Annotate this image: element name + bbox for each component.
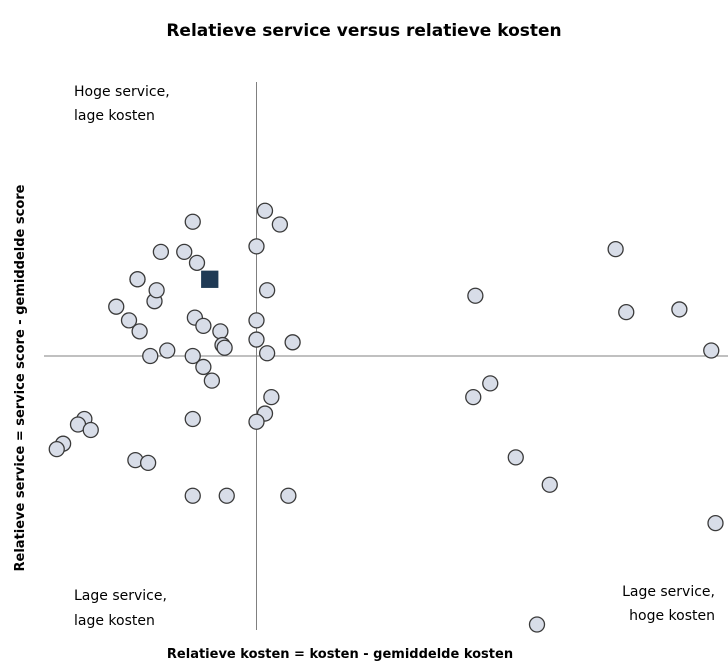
data-point-39 xyxy=(139,454,157,472)
data-point-22 xyxy=(142,347,159,365)
quadrant-label-bottom-left-line1: Lage service, xyxy=(74,588,167,604)
data-point-21 xyxy=(216,339,233,356)
data-point-48 xyxy=(541,476,558,493)
data-point-23 xyxy=(184,347,201,365)
highlight-point-0 xyxy=(201,270,219,288)
data-point-33 xyxy=(184,410,201,428)
y-axis-label: Relatieve service = service score - gemi… xyxy=(13,184,28,571)
data-point-40 xyxy=(467,287,484,304)
data-point-42 xyxy=(618,304,635,321)
data-point-3 xyxy=(152,243,170,261)
data-point-50 xyxy=(218,487,235,504)
data-point-47 xyxy=(507,449,524,466)
data-point-20 xyxy=(159,342,176,359)
data-point-18 xyxy=(131,323,148,340)
data-point-19 xyxy=(195,317,212,335)
data-point-6 xyxy=(248,238,265,255)
data-point-46 xyxy=(465,388,482,406)
quadrant-label-top-left-line2: lage kosten xyxy=(74,108,155,124)
data-point-26 xyxy=(195,358,212,376)
data-point-51 xyxy=(280,487,297,504)
quadrant-label-top-left-line1: Hoge service, xyxy=(74,84,170,100)
scatter-points xyxy=(48,202,724,633)
data-point-45 xyxy=(482,375,499,392)
data-point-35 xyxy=(248,413,265,430)
data-point-41 xyxy=(607,240,624,258)
data-point-8 xyxy=(129,271,146,288)
data-point-44 xyxy=(703,342,720,359)
data-point-53 xyxy=(528,616,546,633)
quadrant-label-bottom-left-line2: lage kosten xyxy=(74,613,155,629)
x-axis-label: Relatieve kosten = kosten - gemiddelde k… xyxy=(167,647,513,662)
data-point-15 xyxy=(212,323,229,340)
quadrant-label-bottom-right-line1: Lage service, xyxy=(622,584,715,600)
data-point-5 xyxy=(188,254,206,271)
data-point-32 xyxy=(82,421,99,439)
data-point-13 xyxy=(120,312,138,329)
data-point-9 xyxy=(258,282,276,299)
data-point-52 xyxy=(707,514,724,532)
data-point-27 xyxy=(284,334,301,351)
data-point-43 xyxy=(671,301,688,318)
data-point-12 xyxy=(108,298,125,315)
data-point-16 xyxy=(248,312,265,329)
data-point-24 xyxy=(248,331,265,348)
quadrant-label-bottom-right-line2: hoge kosten xyxy=(629,608,715,624)
data-point-28 xyxy=(203,372,221,389)
data-point-4 xyxy=(176,243,193,261)
data-point-49 xyxy=(184,487,201,504)
data-point-25 xyxy=(258,345,276,362)
data-point-11 xyxy=(148,282,165,299)
data-point-37 xyxy=(48,441,65,458)
data-point-1 xyxy=(271,216,289,233)
data-point-0 xyxy=(256,202,274,219)
chart-title: Relatieve service versus relatieve koste… xyxy=(166,21,561,41)
data-point-29 xyxy=(263,388,280,406)
data-point-2 xyxy=(184,213,201,230)
